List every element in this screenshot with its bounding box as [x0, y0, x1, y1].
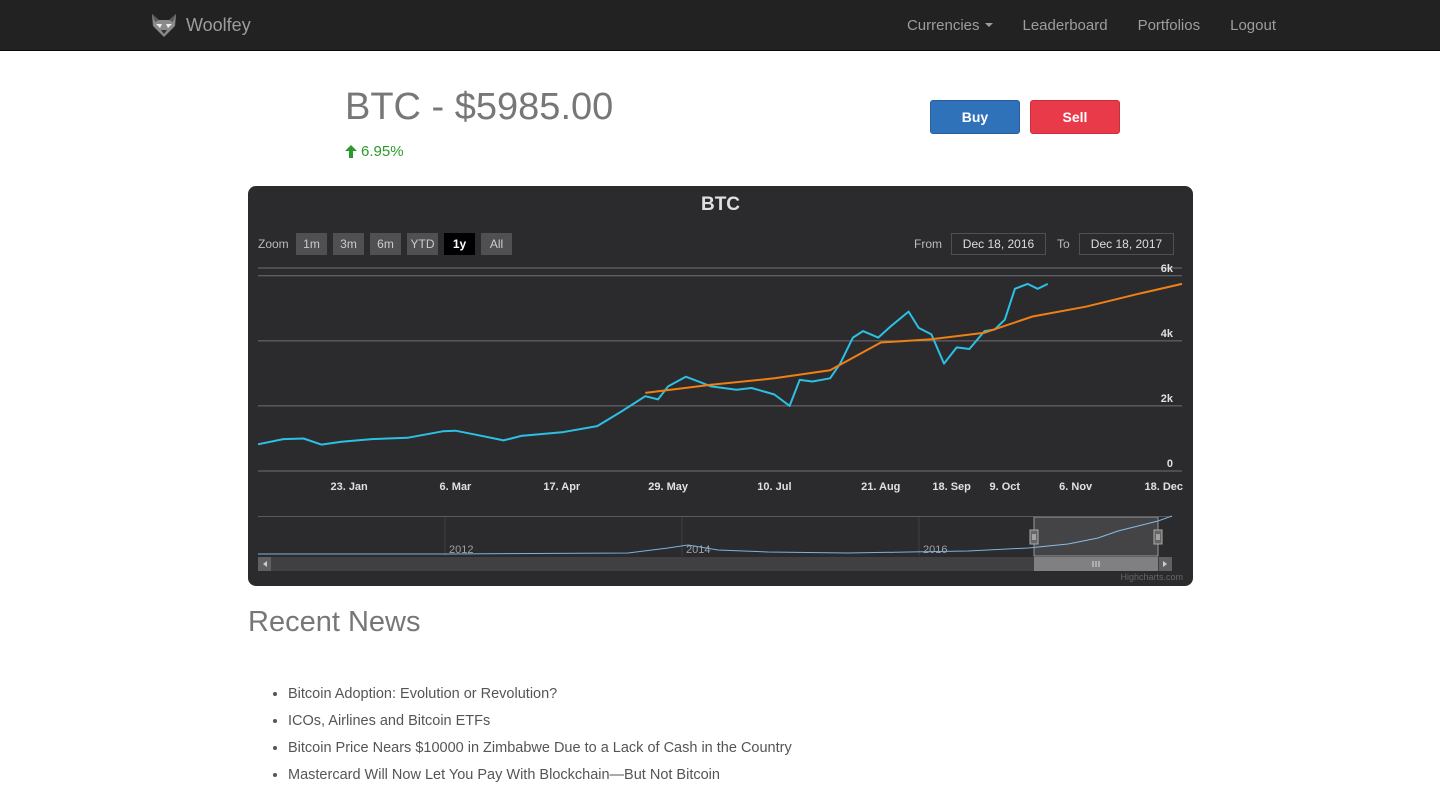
news-link[interactable]: Mastercard Will Now Let You Pay With Blo… [288, 767, 720, 783]
nav-logout[interactable]: Logout [1230, 17, 1276, 34]
nav-currencies-label: Currencies [906, 16, 980, 34]
zoom-all-button[interactable]: All [481, 233, 512, 255]
list-item: ICOs, Airlines and Bitcoin ETFs [288, 709, 792, 736]
chart-credit[interactable]: Highcharts.com [1120, 572, 1183, 582]
nav-logout-label: Logout [1230, 16, 1276, 34]
news-link[interactable]: Bitcoin Adoption: Evolution or Revolutio… [288, 686, 558, 702]
price-change: 6.95% [345, 143, 404, 160]
nav-leaderboard-label: Leaderboard [1022, 16, 1108, 34]
nav-portfolios[interactable]: Portfolios [1138, 17, 1201, 34]
navigator-handle [1029, 529, 1039, 545]
brand[interactable]: Woolfey [150, 10, 251, 40]
chart-canvas: 0 2k 4k 6k 23. Jan 6. Mar 17. Apr 29. May 10. Ju… [257, 263, 1183, 571]
nav-currencies[interactable]: Currencies [907, 17, 993, 34]
chart-title: BTC [700, 194, 741, 215]
from-date-input[interactable]: Dec 18, 2016 [951, 233, 1046, 255]
zoom-1m-button[interactable]: 1m [296, 233, 327, 255]
chevron-right-icon [1163, 561, 1167, 567]
brand-name: Woolfey [186, 14, 251, 35]
nav-menu: Currencies Leaderboard Portfolios Logout [877, 0, 1276, 50]
sell-button[interactable]: Sell [1030, 100, 1120, 134]
to-date-input[interactable]: Dec 18, 2017 [1079, 233, 1174, 255]
list-item: Bitcoin Adoption: Evolution or Revolutio… [288, 682, 792, 709]
zoom-3m-button[interactable]: 3m [333, 233, 364, 255]
page-title: BTC - $5985.00 [345, 86, 614, 128]
price-chart: 0 2k 4k 6k 23. Jan 6. Mar 17. Apr 29. May 10. Ju… [248, 186, 1193, 586]
navigator-label: 2014 [686, 544, 710, 556]
y-tick-label: 4k [1161, 328, 1174, 340]
navigator-label: 2012 [449, 544, 473, 556]
y-tick-label: 6k [1161, 263, 1174, 275]
zoom-ytd-button[interactable]: YTD [407, 233, 438, 255]
navigator-selection [1033, 516, 1159, 557]
news-list: Bitcoin Adoption: Evolution or Revolutio… [248, 682, 792, 790]
x-tick-label: 17. Apr [543, 481, 581, 493]
x-tick-label: 18. Dec [1144, 481, 1183, 493]
buy-button[interactable]: Buy [930, 100, 1020, 134]
to-label: To [1057, 237, 1070, 251]
nav-portfolios-label: Portfolios [1137, 16, 1201, 34]
news-link[interactable]: ICOs, Airlines and Bitcoin ETFs [288, 713, 491, 729]
price-series-line [257, 282, 1049, 446]
average-series-line [645, 282, 1183, 394]
zoom-label: Zoom [258, 237, 289, 251]
navigator-label: 2016 [923, 544, 947, 556]
x-tick-label: 23. Jan [330, 481, 368, 493]
x-tick-label: 21. Aug [861, 481, 900, 493]
zoom-1y-button[interactable]: 1y [444, 233, 475, 255]
navbar: Woolfey Currencies Leaderboard Portfolio… [0, 0, 1440, 51]
x-tick-label: 29. May [648, 481, 689, 493]
news-link[interactable]: Bitcoin Price Nears $10000 in Zimbabwe D… [288, 740, 792, 756]
from-label: From [914, 237, 942, 251]
price-change-value: 6.95% [361, 143, 404, 160]
news-title: Recent News [248, 606, 421, 638]
chevron-left-icon [263, 561, 267, 567]
x-tick-label: 6. Mar [440, 481, 473, 493]
navigator-handle [1153, 529, 1163, 545]
navigator-series-line [258, 515, 1173, 555]
scrollbar-track [258, 557, 1172, 571]
x-tick-label: 10. Jul [757, 481, 791, 493]
arrow-up-icon [345, 145, 357, 158]
caret-down-icon [984, 23, 993, 27]
list-item: Bitcoin Price Nears $10000 in Zimbabwe D… [288, 736, 792, 763]
wolf-logo-icon [152, 14, 176, 37]
y-tick-label: 0 [1167, 458, 1173, 470]
x-tick-label: 9. Oct [990, 481, 1021, 493]
zoom-6m-button[interactable]: 6m [370, 233, 401, 255]
nav-leaderboard[interactable]: Leaderboard [1023, 17, 1108, 34]
x-tick-label: 6. Nov [1059, 481, 1093, 493]
y-tick-label: 2k [1161, 393, 1174, 405]
x-tick-label: 18. Sep [932, 481, 971, 493]
